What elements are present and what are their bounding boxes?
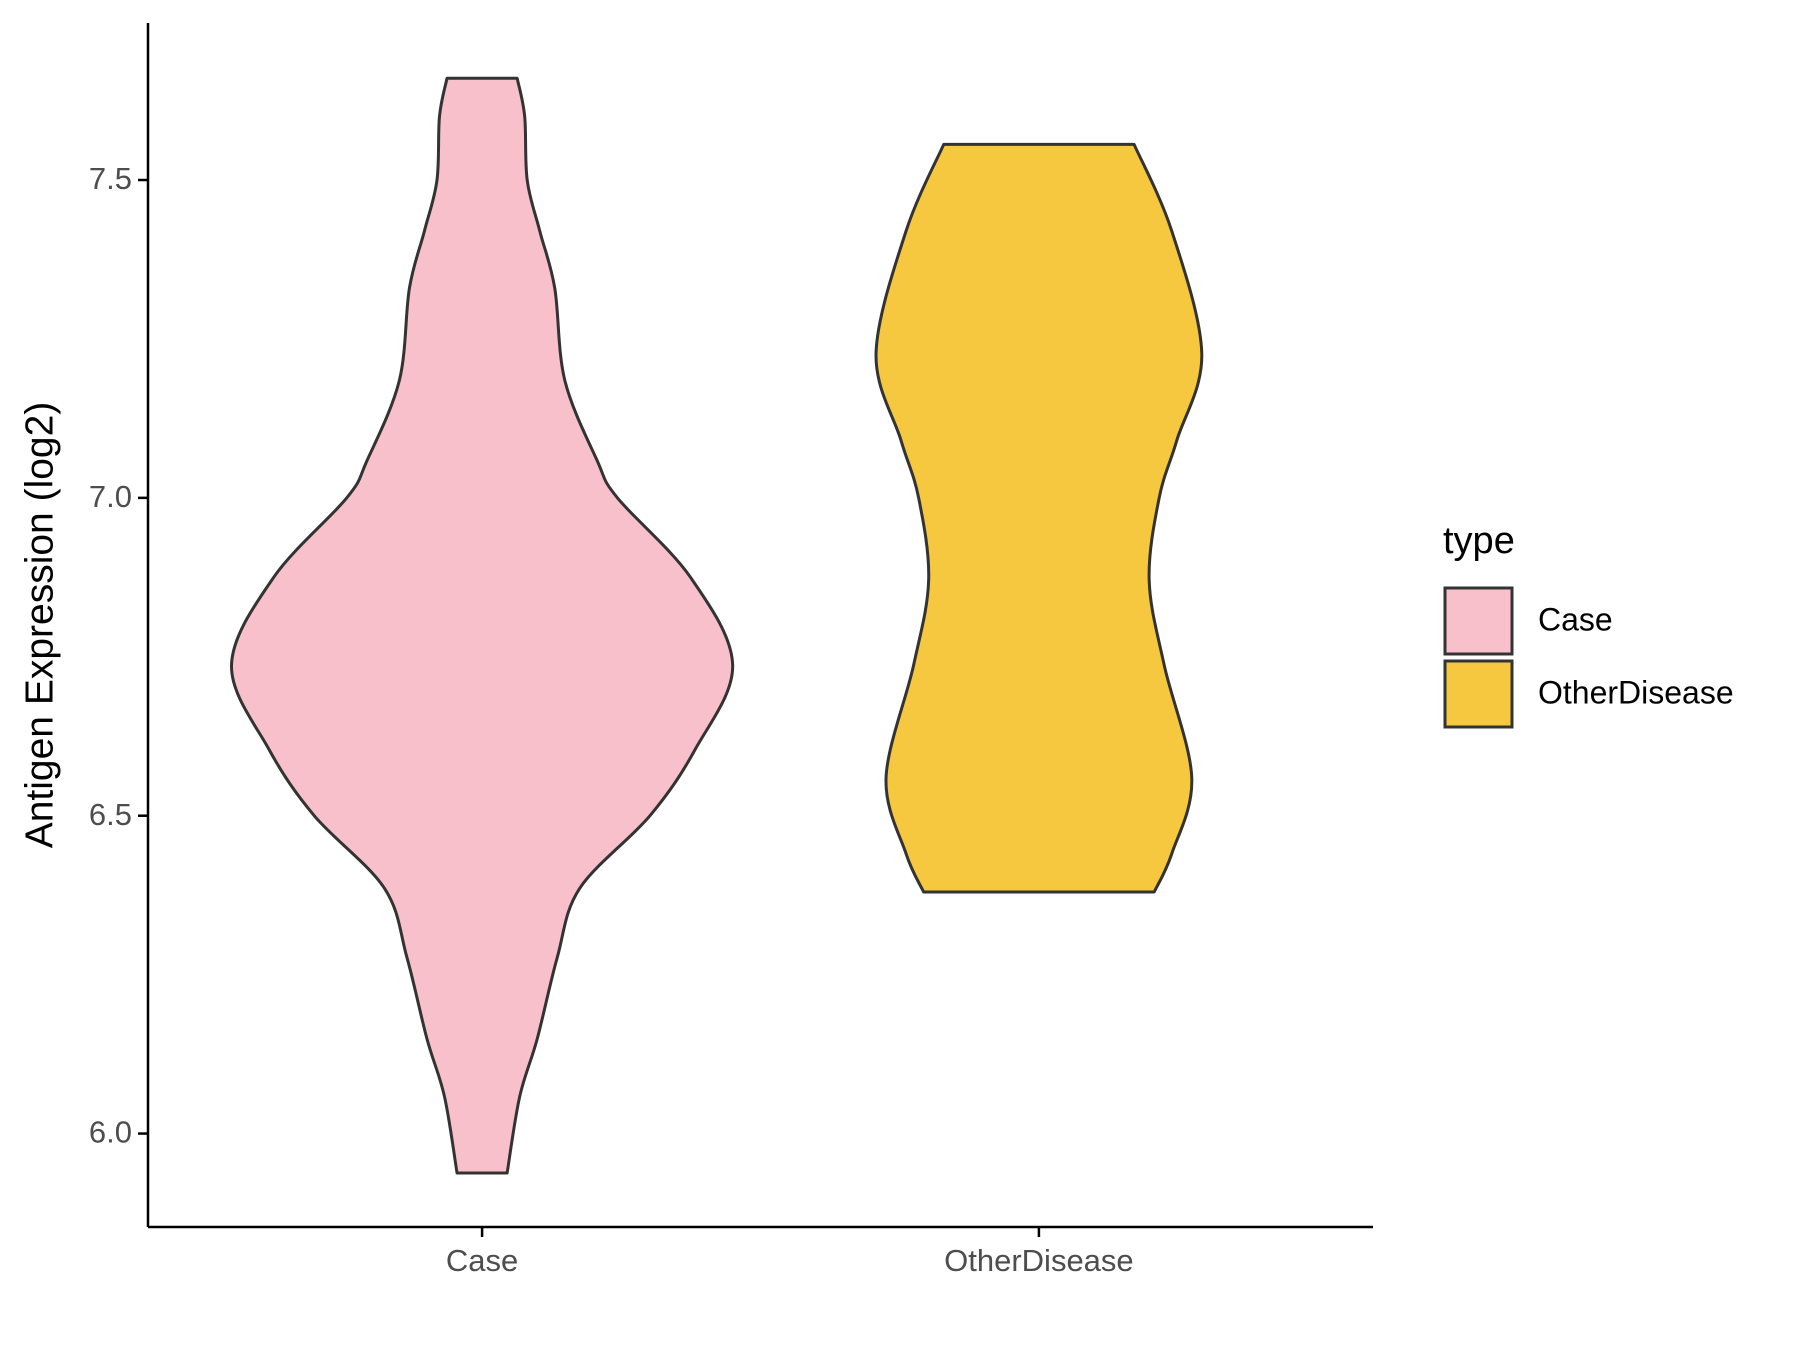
- x-tick-label: Case: [446, 1243, 518, 1278]
- violin: [874, 142, 1204, 894]
- y-tick-label: 6.5: [89, 797, 132, 832]
- legend-key: [1443, 659, 1514, 729]
- y-axis-title: Antigen Expression (log2): [18, 402, 61, 849]
- legend-label: OtherDisease: [1538, 674, 1734, 710]
- y-tick-label: 7.0: [89, 479, 132, 514]
- x-tick-label: OtherDisease: [944, 1243, 1134, 1278]
- legend-title: type: [1443, 520, 1515, 562]
- violin: [230, 76, 735, 1175]
- legend-key: [1443, 586, 1514, 656]
- legend-label: Case: [1538, 601, 1613, 637]
- y-tick-label: 6.0: [89, 1115, 132, 1150]
- y-tick-label: 7.5: [89, 161, 132, 196]
